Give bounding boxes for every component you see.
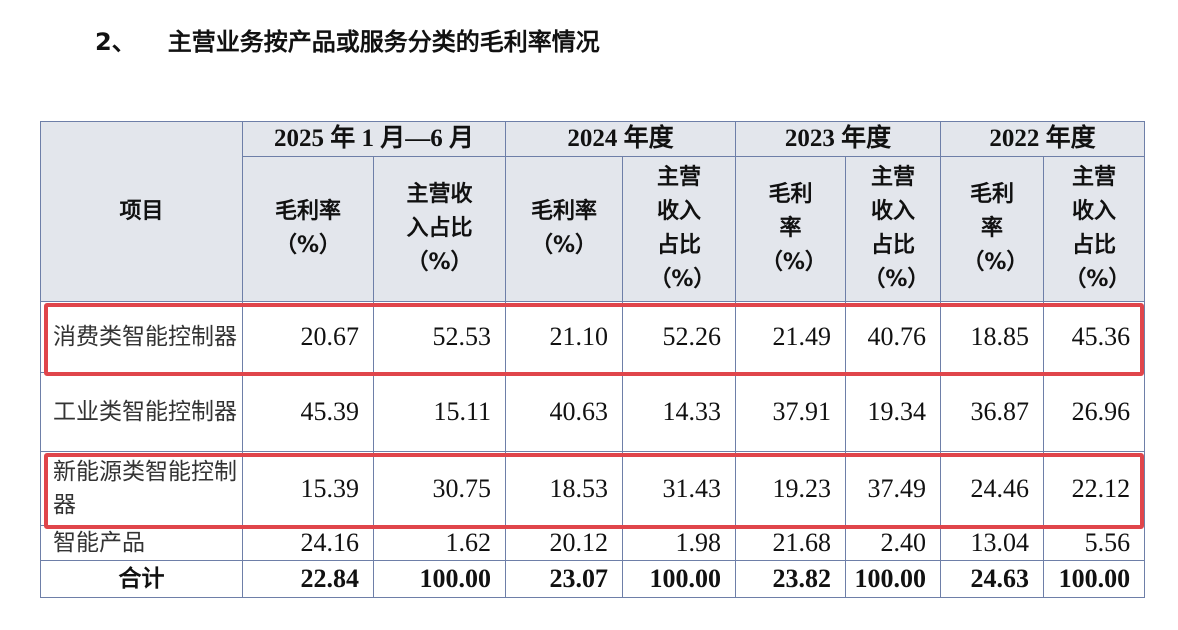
header-text: 毛利率（%） — [274, 199, 342, 258]
header-text: 毛利率（%） — [760, 182, 827, 275]
revenue-share-cell: 15.11 — [372, 372, 507, 452]
gross-margin-cell: 36.87 — [940, 372, 1045, 452]
revenue-share-cell: 1.98 — [622, 525, 737, 561]
header-text: 主营收入占比（%） — [406, 182, 473, 275]
gross-margin-cell: 21.49 — [735, 301, 847, 373]
revenue-share-cell: 22.12 — [1043, 451, 1146, 526]
gross-margin-cell: 20.12 — [505, 525, 624, 561]
period-header: 2022 年度 — [940, 121, 1146, 157]
header-text: 毛利率（%） — [962, 182, 1029, 275]
gross-margin-header: 毛利率（%） — [735, 156, 847, 302]
revenue-share-cell: 1.62 — [372, 525, 507, 561]
revenue-share-cell: 26.96 — [1043, 372, 1146, 452]
gross-margin-cell: 13.04 — [940, 525, 1045, 561]
total-cell: 22.84 — [242, 560, 374, 598]
revenue-share-header: 主营收入占比（%） — [622, 156, 737, 302]
gross-margin-cell: 24.46 — [940, 451, 1045, 526]
revenue-share-cell: 37.49 — [845, 451, 942, 526]
gross-margin-cell: 18.53 — [505, 451, 624, 526]
period-header: 2024 年度 — [505, 121, 737, 157]
gross-margin-header: 毛利率（%） — [940, 156, 1045, 302]
table-row: 消费类智能控制器 20.67 52.53 21.10 52.26 21.49 40.76 18… — [40, 301, 1146, 373]
gross-margin-cell: 45.39 — [242, 372, 374, 452]
revenue-share-cell: 52.53 — [372, 301, 507, 373]
header-text: 主营收入占比（%） — [1064, 165, 1131, 292]
table-row: 工业类智能控制器 45.39 15.11 40.63 14.33 37.91 19.34 36… — [40, 372, 1146, 452]
total-cell: 100.00 — [622, 560, 737, 598]
gross-margin-cell: 40.63 — [505, 372, 624, 452]
row-label: 工业类智能控制器 — [40, 372, 243, 452]
gross-margin-cell: 21.68 — [735, 525, 847, 561]
section-heading: 2、 主营业务按产品或服务分类的毛利率情况 — [95, 22, 600, 57]
total-label: 合计 — [40, 560, 243, 598]
total-cell: 23.82 — [735, 560, 847, 598]
revenue-share-header: 主营收入占比（%） — [845, 156, 942, 302]
header-text: 主营收入占比（%） — [863, 165, 930, 292]
gross-margin-cell: 19.23 — [735, 451, 847, 526]
revenue-share-cell: 5.56 — [1043, 525, 1146, 561]
revenue-share-header: 主营收入占比（%） — [372, 156, 507, 302]
total-row: 合计 22.84 100.00 23.07 100.00 23.82 100.00 24.63… — [40, 560, 1146, 598]
table-row: 智能产品 24.16 1.62 20.12 1.98 21.68 2.40 13.04 5.56 — [40, 525, 1146, 561]
total-cell: 24.63 — [940, 560, 1045, 598]
gross-margin-header: 毛利率（%） — [505, 156, 624, 302]
revenue-share-cell: 40.76 — [845, 301, 942, 373]
period-header: 2023 年度 — [735, 121, 942, 157]
section-number: 2、 — [95, 28, 136, 56]
total-cell: 100.00 — [845, 560, 942, 598]
revenue-share-cell: 2.40 — [845, 525, 942, 561]
period-header: 2025 年 1 月—6 月 — [241, 121, 507, 157]
gross-margin-cell: 37.91 — [735, 372, 847, 452]
revenue-share-cell: 14.33 — [622, 372, 737, 452]
revenue-share-cell: 45.36 — [1043, 301, 1146, 373]
header-text: 主营收入占比（%） — [649, 165, 716, 292]
gross-margin-cell: 20.67 — [242, 301, 374, 373]
revenue-share-header: 主营收入占比（%） — [1043, 156, 1146, 302]
revenue-share-cell: 52.26 — [622, 301, 737, 373]
item-header: 项目 — [40, 121, 243, 302]
section-title: 主营业务按产品或服务分类的毛利率情况 — [167, 28, 600, 56]
gross-margin-cell: 15.39 — [242, 451, 374, 526]
total-cell: 100.00 — [372, 560, 507, 598]
total-cell: 23.07 — [505, 560, 624, 598]
row-label: 智能产品 — [40, 525, 243, 561]
gross-margin-cell: 18.85 — [940, 301, 1045, 373]
header-text: 毛利率（%） — [530, 199, 598, 258]
gross-margin-cell: 24.16 — [242, 525, 374, 561]
revenue-share-cell: 31.43 — [622, 451, 737, 526]
revenue-share-cell: 19.34 — [845, 372, 942, 452]
total-cell: 100.00 — [1043, 560, 1146, 598]
gross-margin-header: 毛利率（%） — [242, 156, 374, 302]
gross-margin-table: 项目 2025 年 1 月—6 月 2024 年度 2023 年度 2022 年… — [40, 121, 1146, 598]
revenue-share-cell: 30.75 — [372, 451, 507, 526]
row-label: 新能源类智能控制器 — [40, 451, 243, 526]
row-label: 消费类智能控制器 — [40, 301, 243, 373]
gross-margin-cell: 21.10 — [505, 301, 624, 373]
table-row: 新能源类智能控制器 15.39 30.75 18.53 31.43 19.23 37.49 2… — [40, 451, 1146, 526]
